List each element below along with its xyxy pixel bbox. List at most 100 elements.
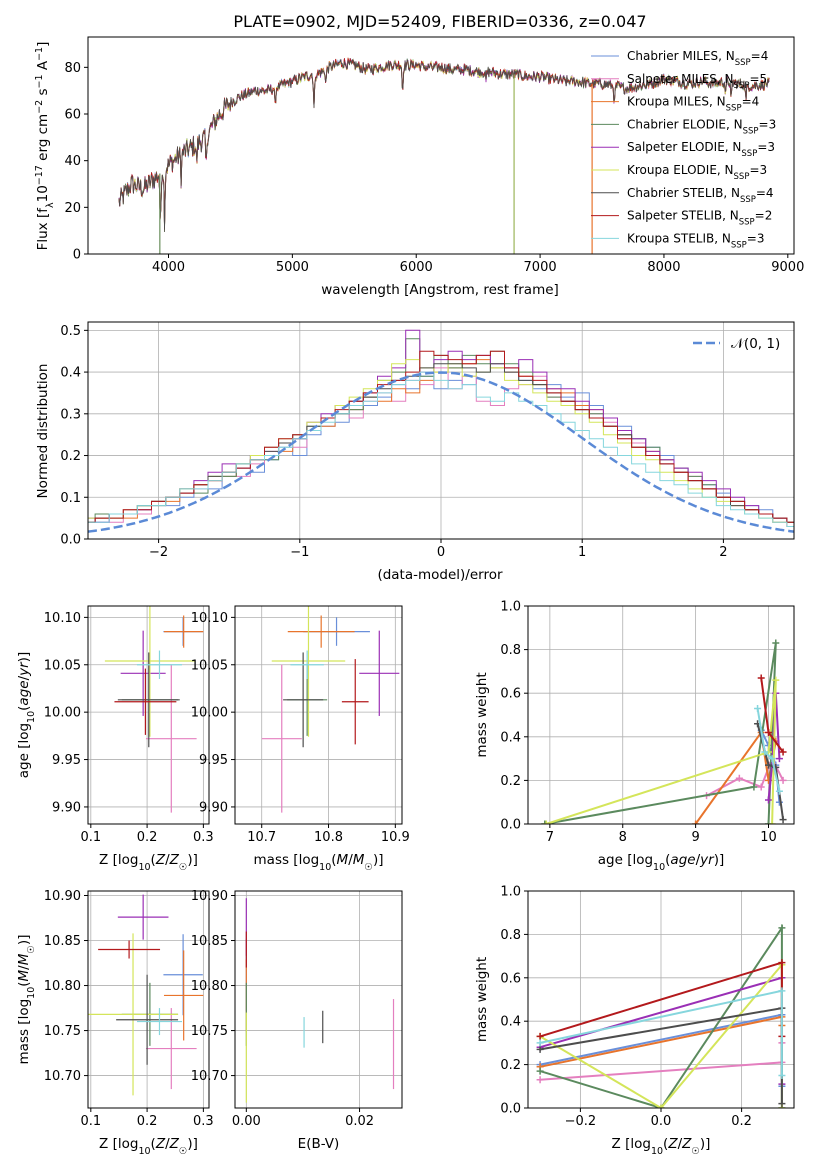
plot-area bbox=[88, 329, 794, 533]
x-tick-label: 10.7 bbox=[247, 830, 276, 845]
y-tick-label: 0.2 bbox=[500, 1058, 521, 1073]
axes-frame bbox=[234, 605, 403, 825]
y-tick-label: 40 bbox=[64, 154, 81, 169]
y-tick-label: 10.00 bbox=[191, 706, 228, 721]
x-axis-label: age [log10(age/yr)] bbox=[598, 852, 724, 873]
y-tick-label: 10.75 bbox=[44, 1024, 81, 1039]
y-tick-label: 80 bbox=[64, 61, 81, 76]
x-tick-label: 9000 bbox=[771, 260, 804, 275]
age-vs-mass-axes: 10.7 10.8 10.9 9.90 9.95 10.00 10.05 10.10 mass … bbox=[191, 605, 410, 873]
mass-weight-marker bbox=[764, 796, 772, 804]
spectrum-axes: 4000 5000 6000 7000 8000 9000 0 20 40 60 80 PLATE=0… bbox=[34, 12, 805, 298]
x-tick-label: 8000 bbox=[647, 260, 680, 275]
x-tick-label: 0.2 bbox=[731, 1114, 752, 1129]
x-axis-label: mass [log10(M/M☉)] bbox=[254, 852, 384, 873]
y-tick-label: 1.0 bbox=[500, 885, 521, 900]
mass-weight-marker bbox=[750, 783, 758, 791]
axes-frame bbox=[87, 36, 795, 255]
error-bar-point bbox=[116, 974, 179, 1065]
mass-weight-marker bbox=[761, 748, 769, 756]
error-bar-point bbox=[290, 650, 324, 679]
x-tick-label: 10.8 bbox=[314, 830, 343, 845]
y-tick-label: 10.85 bbox=[191, 934, 228, 949]
mass-weight-marker bbox=[536, 1032, 544, 1040]
y-tick-label: 0.6 bbox=[500, 687, 521, 702]
y-tick-label: 0.4 bbox=[500, 730, 521, 745]
y-tick-label: 1.0 bbox=[500, 600, 521, 615]
x-axis-label: Z [log10(Z/Z☉)] bbox=[99, 1136, 198, 1157]
mass-weight-marker bbox=[536, 1045, 544, 1053]
x-tick-label: 10 bbox=[760, 830, 777, 845]
mass-weight-line bbox=[756, 708, 781, 792]
axes-frame bbox=[234, 890, 403, 1109]
mass-weight-vs-age-axes: 7 8 9 10 0.0 0.2 0.4 0.6 0.8 1.0 age [log10(age/yr… bbox=[474, 600, 795, 873]
mass-weight-line bbox=[544, 642, 777, 824]
error-bar-point bbox=[283, 652, 324, 748]
legend-label: Salpeter ELODIE, NSSP=3 bbox=[627, 140, 775, 159]
y-axis-label: Flux [fλ10−17 erg cm−2 s−1 A−1] bbox=[34, 42, 56, 251]
x-tick-label: 0.00 bbox=[232, 1114, 261, 1129]
residual-histogram bbox=[88, 329, 794, 523]
y-tick-label: 0.3 bbox=[60, 407, 81, 422]
error-bar-point bbox=[145, 664, 197, 813]
legend: Chabrier MILES, NSSP=4 Salpeter MILES, NS… bbox=[591, 49, 776, 250]
x-axis-label: wavelength [Angstrom, rest frame] bbox=[321, 282, 559, 298]
legend-label: Chabrier STELIB, NSSP=4 bbox=[627, 186, 774, 205]
x-tick-label: 1 bbox=[578, 545, 586, 560]
y-tick-label: 0.2 bbox=[500, 774, 521, 789]
error-bar-point bbox=[136, 650, 182, 679]
mass-weight-marker bbox=[764, 761, 772, 769]
error-bar-point bbox=[114, 668, 177, 735]
mass-weight-marker bbox=[772, 639, 780, 647]
x-tick-label: 8 bbox=[619, 830, 627, 845]
x-tick-label: 0.02 bbox=[345, 1114, 374, 1129]
y-tick-label: 0.4 bbox=[60, 366, 81, 381]
mass-vs-Z-axes: 0.1 0.2 0.3 10.70 10.75 10.80 10.85 10.90 Z [log… bbox=[16, 889, 214, 1156]
y-tick-label: 0.8 bbox=[500, 928, 521, 943]
axes-frame bbox=[87, 890, 210, 1109]
mass-weight-marker bbox=[536, 1067, 544, 1075]
y-tick-label: 10.80 bbox=[44, 979, 81, 994]
y-tick-label: 10.10 bbox=[44, 611, 81, 626]
normal-curve bbox=[88, 371, 794, 533]
mass-weight-marker bbox=[657, 1104, 665, 1108]
x-tick-label: 9 bbox=[691, 830, 699, 845]
mass-weight-marker bbox=[757, 783, 765, 791]
mass-weight-marker bbox=[542, 820, 550, 824]
plot-area bbox=[245, 898, 395, 1103]
x-tick-label: −2 bbox=[149, 545, 168, 560]
y-tick-label: 0.0 bbox=[500, 1102, 521, 1117]
x-tick-label: 0.1 bbox=[80, 1114, 101, 1129]
legend-label: Chabrier MILES, NSSP=4 bbox=[627, 49, 768, 68]
error-bar-point bbox=[163, 615, 204, 648]
x-tick-label: 10.9 bbox=[381, 830, 410, 845]
mass-weight-marker bbox=[778, 959, 786, 967]
y-tick-label: 10.75 bbox=[191, 1024, 228, 1039]
y-tick-label: 10.90 bbox=[191, 889, 228, 904]
age-vs-Z-axes: 0.1 0.2 0.3 9.90 9.95 10.00 10.05 10.10 Z [log10… bbox=[16, 605, 214, 873]
mass-weight-marker bbox=[757, 674, 765, 682]
y-tick-label: 60 bbox=[64, 108, 81, 123]
mass-weight-marker bbox=[779, 776, 787, 784]
plot-area bbox=[541, 639, 787, 824]
mass-weight-marker bbox=[779, 748, 787, 756]
x-tick-label: −0.2 bbox=[565, 1114, 597, 1129]
mass-weight-marker bbox=[778, 1071, 786, 1079]
mass-weight-marker bbox=[541, 820, 549, 824]
axes-frame bbox=[87, 605, 210, 825]
legend-label: Kroupa MILES, NSSP=4 bbox=[627, 95, 759, 114]
y-tick-label: 10.05 bbox=[191, 658, 228, 673]
y-axis-label: mass weight bbox=[474, 957, 490, 1042]
legend-label: Salpeter STELIB, NSSP=2 bbox=[627, 209, 772, 228]
legend-label: Chabrier ELODIE, NSSP=3 bbox=[627, 117, 776, 136]
x-tick-label: −1 bbox=[290, 545, 309, 560]
x-tick-label: 0.3 bbox=[193, 1114, 214, 1129]
error-bar-point bbox=[117, 894, 169, 940]
mass-weight-marker bbox=[778, 987, 786, 995]
y-axis-label: mass weight bbox=[474, 672, 490, 757]
y-tick-label: 10.10 bbox=[191, 611, 228, 626]
x-axis-label: Z [log10(Z/Z☉)] bbox=[612, 1136, 711, 1157]
mass-weight-marker bbox=[778, 1100, 786, 1108]
y-tick-label: 0.1 bbox=[60, 491, 81, 506]
y-axis-label: Normed distribution bbox=[35, 364, 51, 499]
